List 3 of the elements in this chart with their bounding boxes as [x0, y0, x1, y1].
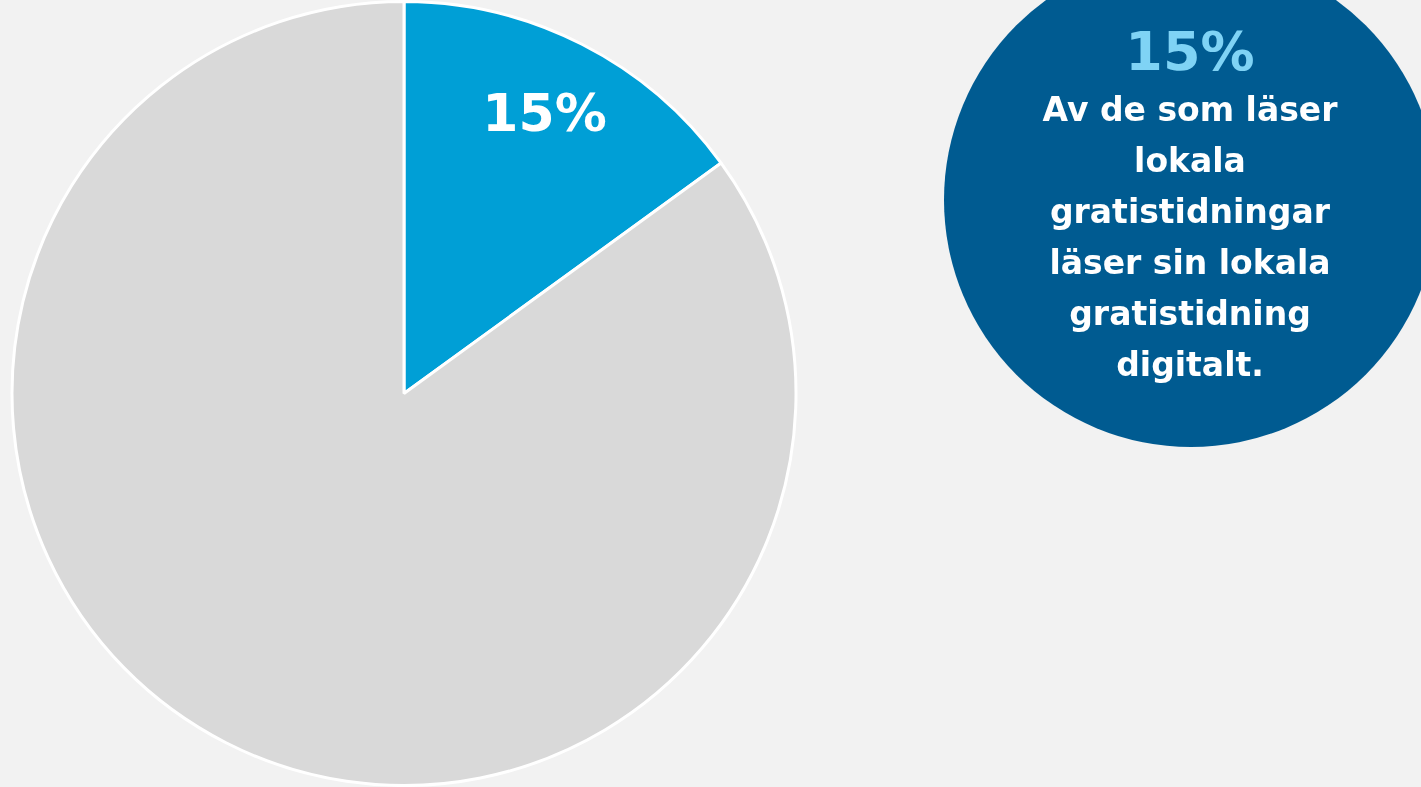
text: Av de som läser lokala gratistidningar läser sin lokala gratistidning digitalt.	[1041, 89, 1339, 386]
text: 15%	[1124, 20, 1256, 84]
data-label: 15%	[482, 83, 607, 144]
